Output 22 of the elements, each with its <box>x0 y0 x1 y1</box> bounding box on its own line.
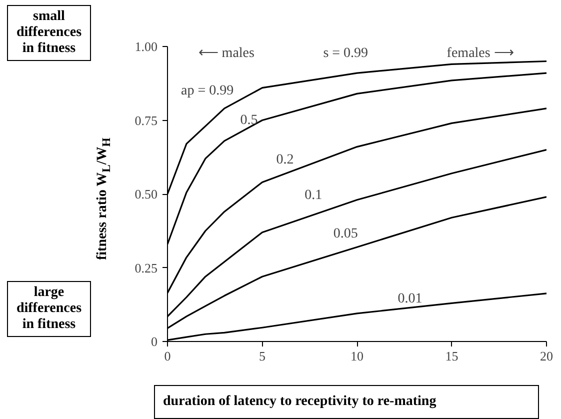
annotation: 0.01 <box>398 291 422 306</box>
x-tick-label: 0 <box>164 348 171 364</box>
y-tick-label: 0.25 <box>134 260 158 276</box>
x-tick-label: 10 <box>350 348 364 364</box>
y-tick-label: 0.50 <box>134 186 158 202</box>
x-tick-label: 5 <box>259 348 266 364</box>
x-tick-label: 15 <box>445 348 458 364</box>
annotation: ⟵ males <box>198 46 254 62</box>
annotation: ap = 0.99 <box>180 83 234 98</box>
annotation: 0.05 <box>333 226 358 242</box>
y-tick-label: 0.75 <box>134 112 158 128</box>
annotation: 0.5 <box>240 112 258 128</box>
annotation: 0.1 <box>304 188 322 203</box>
x-tick-label: 20 <box>540 348 553 364</box>
y-tick-label: 1.00 <box>134 39 158 54</box>
annotation: 0.2 <box>276 152 294 168</box>
text: large differences in fitness <box>7 281 91 337</box>
annotation: s = 0.99 <box>323 46 368 62</box>
x-axis-title: duration of latency to receptivity to re-mating <box>154 385 539 419</box>
y-tick-label: 0 <box>151 334 158 349</box>
text: small differences in fitness <box>7 5 91 61</box>
annotation: females ⟶ <box>446 46 514 62</box>
